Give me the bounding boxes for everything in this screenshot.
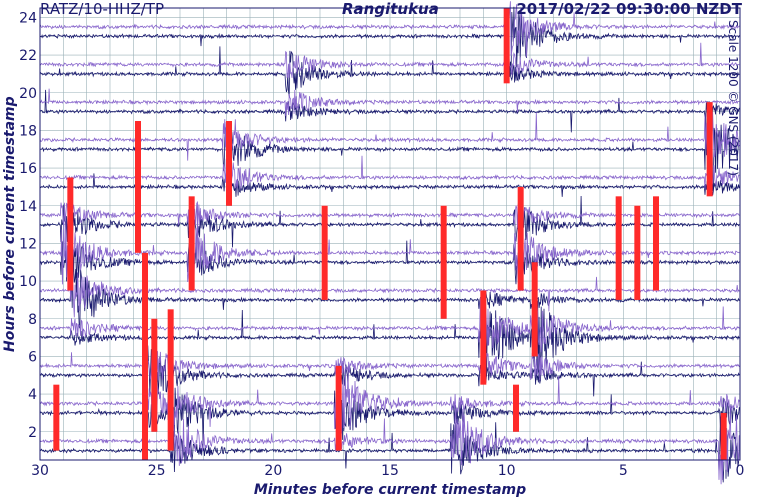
y-tick-label: 24 (19, 10, 37, 26)
x-tick-label: 5 (619, 463, 628, 479)
y-tick-label: 14 (19, 199, 37, 215)
trace-row (39, 46, 740, 97)
trace-row (39, 416, 740, 483)
x-axis-label: Minutes before current timestamp (253, 482, 527, 498)
x-tick-label: 25 (148, 463, 166, 479)
clipped-segment (321, 205, 328, 300)
trace-row (39, 272, 740, 318)
clipped-segment (480, 290, 487, 385)
trace-row (39, 202, 740, 232)
y-tick-label: 2 (28, 425, 37, 441)
clipped-segment (188, 196, 195, 291)
trace-row (39, 195, 740, 248)
plot-frame (39, 7, 741, 461)
y-tick-label: 12 (19, 236, 37, 252)
clipped-segments (53, 8, 727, 460)
y-tick-label: 4 (28, 387, 37, 403)
x-tick-label: 10 (498, 463, 516, 479)
y-tick-label: 18 (19, 123, 37, 139)
trace-row (39, 239, 740, 285)
clipped-segment (634, 205, 641, 300)
y-tick-label: 8 (28, 312, 37, 328)
y-tick-label: 10 (19, 274, 37, 290)
site-name: Rangitukua (342, 0, 439, 18)
clipped-segment (335, 365, 342, 451)
clipped-segment (615, 196, 622, 300)
clipped-segment (67, 177, 74, 291)
clipped-segment (531, 262, 538, 357)
y-tick-label: 20 (19, 86, 37, 102)
y-tick-label: 16 (19, 161, 37, 177)
y-tick-label: 22 (19, 48, 37, 64)
clipped-segment (720, 412, 727, 460)
clipped-segment (517, 186, 524, 291)
y-axis-label: Hours before current timestamp (2, 96, 18, 352)
clipped-segment (135, 121, 141, 253)
clipped-segment (503, 8, 510, 84)
trace-row (39, 173, 740, 201)
station-code: RATZ/10-HHZ/TP (40, 0, 164, 18)
trace-row (39, 260, 740, 330)
trace-row (39, 111, 740, 171)
x-tick-label: 15 (381, 463, 399, 479)
trace-row (39, 42, 740, 80)
x-tick-labels: 30 25 20 15 10 5 0 (31, 463, 744, 479)
clipped-segment (53, 384, 60, 451)
clipped-segment (167, 309, 174, 451)
trace-row (39, 405, 740, 485)
trace-row (39, 155, 740, 193)
clipped-segment (706, 102, 713, 197)
grid (39, 8, 741, 460)
x-tick-label: 30 (31, 463, 49, 479)
clipped-segment (440, 205, 447, 319)
trace-row (39, 88, 740, 117)
clipped-segment (142, 252, 148, 460)
trace-row (39, 201, 740, 285)
clipped-segment (226, 121, 232, 206)
trace-row (39, 1, 740, 57)
y-tick-label: 6 (28, 349, 37, 365)
x-tick-label: 20 (264, 463, 282, 479)
clipped-segment (653, 196, 659, 291)
clipped-segment (151, 318, 158, 432)
trace-row (39, 101, 740, 192)
current-timestamp: 2017/02/22 09:30:00 NZDT (516, 0, 742, 18)
trace-row (39, 89, 740, 133)
trace-row (39, 6, 740, 77)
x-tick-label: 0 (736, 463, 745, 479)
scale-note: Scale 1200 © GNS (2017) (726, 20, 740, 176)
clipped-segment (513, 384, 519, 432)
